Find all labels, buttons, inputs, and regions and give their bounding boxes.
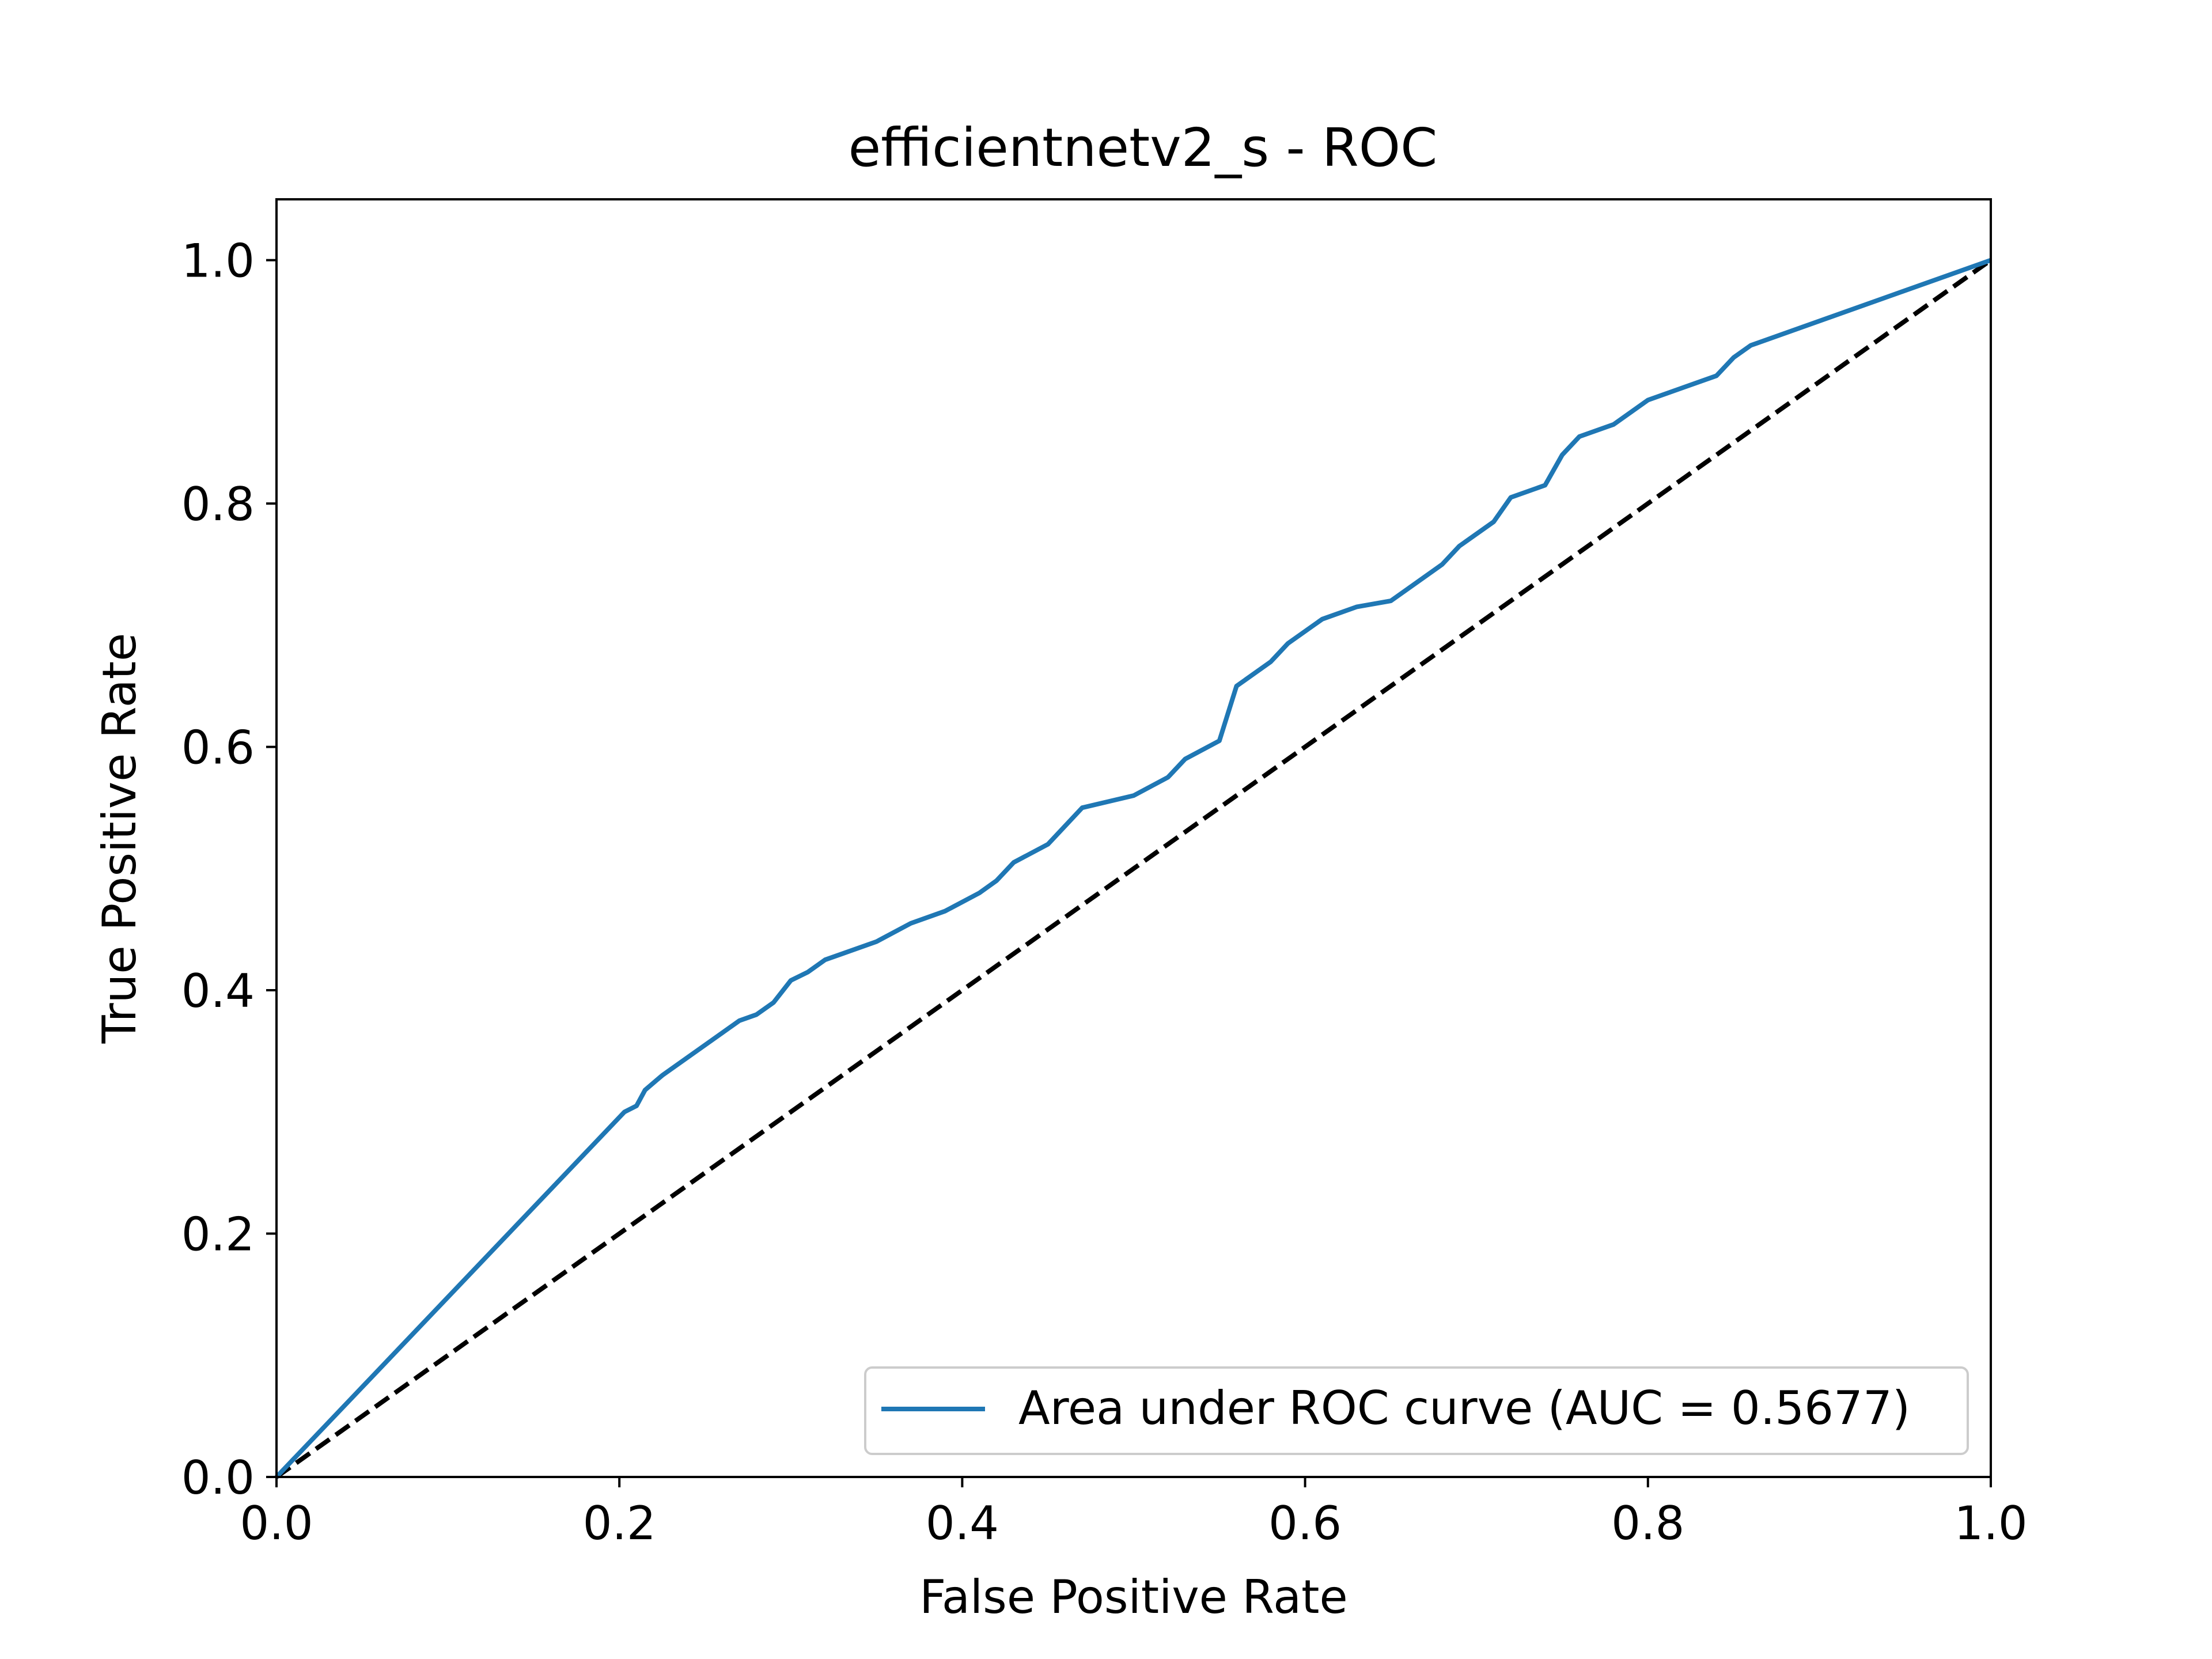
- x-tick-label: 0.4: [926, 1497, 999, 1550]
- axes-frame: [275, 198, 1992, 1478]
- chart-title: efficientnetv2_s - ROC: [849, 117, 1438, 179]
- y-axis-label: True Positive Rate: [93, 633, 146, 1044]
- x-tick-label: 0.8: [1611, 1497, 1684, 1550]
- x-axis-ticks: 0.0 0.2 0.4 0.6 0.8 1.0: [240, 1477, 2028, 1550]
- legend: Area under ROC curve (AUC = 0.5677): [864, 1366, 1969, 1455]
- y-tick-label: 0.2: [181, 1208, 255, 1262]
- y-tick-label: 0.4: [181, 964, 255, 1018]
- y-tick-label: 0.0: [181, 1451, 255, 1505]
- plot-area: [275, 198, 1993, 1479]
- y-tick-label: 0.6: [181, 721, 255, 775]
- chance-diagonal-line: [275, 258, 1993, 1479]
- x-tick-label: 1.0: [1954, 1497, 2027, 1550]
- legend-box: [864, 1366, 1969, 1455]
- legend-entry-label: Area under ROC curve (AUC = 0.5677): [1018, 1381, 1910, 1435]
- y-axis-ticks: 0.0 0.2 0.4 0.6 0.8 1.0: [181, 234, 276, 1505]
- x-tick-label: 0.0: [240, 1497, 313, 1550]
- x-tick-label: 0.2: [583, 1497, 656, 1550]
- x-axis-label: False Positive Rate: [919, 1570, 1348, 1624]
- roc-curve-line: [275, 257, 1992, 1479]
- x-tick-label: 0.6: [1268, 1497, 1342, 1550]
- series-layer: [275, 257, 1993, 1479]
- y-tick-label: 1.0: [181, 234, 255, 288]
- y-tick-label: 0.8: [181, 478, 255, 531]
